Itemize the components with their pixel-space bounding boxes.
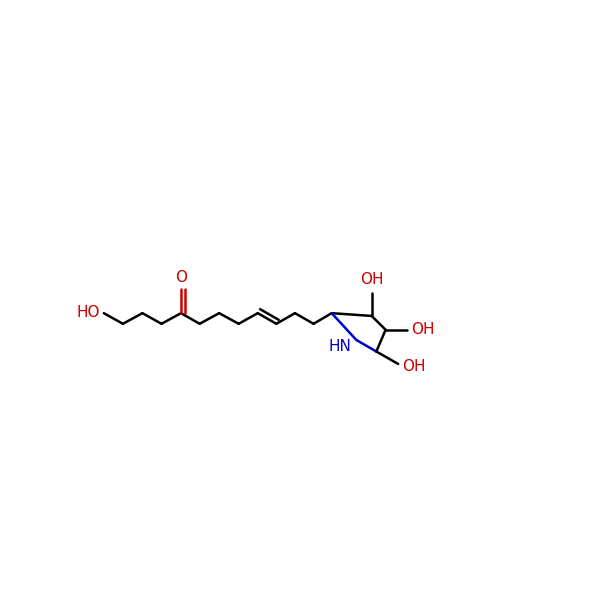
Text: HN: HN: [329, 340, 352, 355]
Text: OH: OH: [411, 322, 434, 337]
Text: OH: OH: [402, 359, 425, 374]
Text: HO: HO: [77, 305, 100, 320]
Text: O: O: [175, 269, 187, 284]
Text: OH: OH: [360, 272, 383, 287]
